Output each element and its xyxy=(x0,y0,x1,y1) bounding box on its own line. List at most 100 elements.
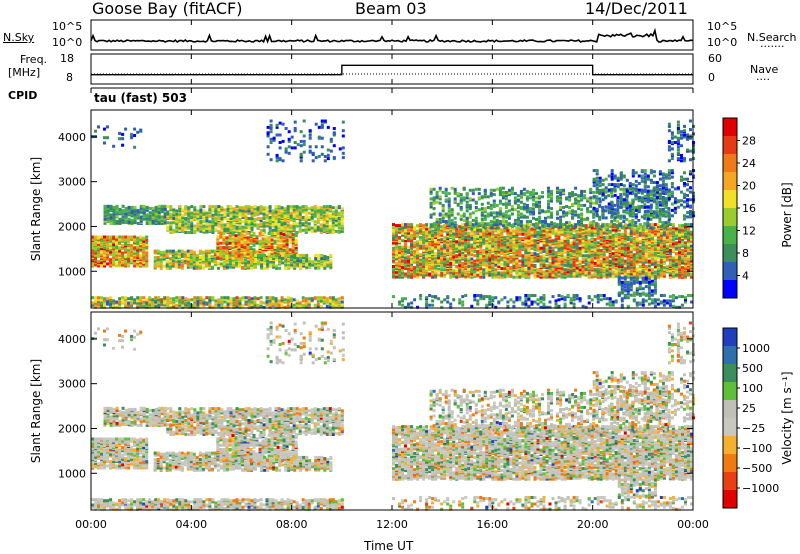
power-cell-1271 xyxy=(217,261,220,264)
power-cell-1887 xyxy=(269,205,272,208)
power-cell-2911 xyxy=(321,153,324,156)
power-cell-1616 xyxy=(211,220,214,223)
power-cell-229 xyxy=(211,296,214,299)
power-cell-2146 xyxy=(323,205,326,208)
power-cell-2528 xyxy=(274,240,277,243)
power-cell-391 xyxy=(302,296,305,299)
power-cell-1062 xyxy=(154,250,157,253)
power-cell-2701 xyxy=(281,261,284,264)
power-cell-1754 xyxy=(242,226,245,229)
power-cell-1602 xyxy=(208,215,211,218)
power-cell-1795 xyxy=(251,227,254,230)
power-cell-2861 xyxy=(282,159,285,162)
power-cell-1926 xyxy=(278,218,281,221)
power-cell-2613 xyxy=(292,245,295,248)
power-cell-2918 xyxy=(321,120,324,123)
power-cell-635 xyxy=(115,236,118,239)
power-cell-2009 xyxy=(293,222,296,225)
power-cell-2227 xyxy=(341,221,344,224)
power-cell-875 xyxy=(113,206,116,209)
power-cell-2758 xyxy=(302,259,305,262)
power-cell-1908 xyxy=(275,226,278,229)
power-cell-619 xyxy=(115,262,118,265)
power-cell-657 xyxy=(121,261,124,264)
power-cell-1511 xyxy=(187,206,190,209)
power-cell-1276 xyxy=(220,263,223,266)
power-cell-2650 xyxy=(257,254,260,257)
power-cell-18 xyxy=(100,302,103,305)
power-cell-2946 xyxy=(94,130,97,133)
power-cell-2900 xyxy=(309,129,312,132)
power-cell-1844 xyxy=(260,205,263,208)
power-cell-2150 xyxy=(326,228,329,231)
power-cell-1438 xyxy=(172,217,175,220)
power-cell-213 xyxy=(202,298,205,301)
power-cell-1839 xyxy=(260,217,263,220)
power-cell-82 xyxy=(136,296,139,299)
power-cell-603 xyxy=(112,254,115,257)
power-cell-120 xyxy=(157,304,160,307)
power-cell-2045 xyxy=(302,222,305,225)
power-cell-1481 xyxy=(181,208,184,211)
power-cell-52 xyxy=(121,299,124,302)
power-cell-2635 xyxy=(295,232,298,235)
power-cell-1434 xyxy=(172,229,175,232)
power-cell-888 xyxy=(119,218,122,221)
power-cell-2329 xyxy=(235,242,238,245)
power-cell-2299 xyxy=(229,246,232,249)
power-cell-294 xyxy=(245,301,248,304)
power-cell-1836 xyxy=(260,222,263,225)
power-cell-2952 xyxy=(106,125,109,128)
power-cell-1660 xyxy=(220,217,223,220)
power-cell-2919 xyxy=(324,159,327,162)
power-cell-1630 xyxy=(214,217,217,220)
power-cell-2808 xyxy=(320,254,323,257)
power-cell-529 xyxy=(100,251,103,254)
power-cell-20 xyxy=(100,296,103,299)
power-cell-960 xyxy=(143,218,146,221)
power-cell-1037 xyxy=(161,205,164,208)
power-cell-1865 xyxy=(266,219,269,222)
power-cell-352 xyxy=(278,299,281,302)
power-cell-2822 xyxy=(326,256,329,259)
power-cell-1993 xyxy=(290,225,293,228)
power-cell-1714 xyxy=(233,227,236,230)
power-cell-2406 xyxy=(250,246,253,249)
power-cell-2013 xyxy=(293,215,296,218)
power-cell-1566 xyxy=(199,208,202,211)
power-cell-1544 xyxy=(196,220,199,223)
power-cell-2916 xyxy=(321,124,324,127)
power-cell-2040 xyxy=(299,211,302,214)
power-cell-1722 xyxy=(233,207,236,210)
power-cell-1580 xyxy=(202,205,205,208)
power-cell-1500 xyxy=(187,220,190,223)
power-cell-1121 xyxy=(172,250,175,253)
power-cell-1322 xyxy=(232,264,235,267)
power-cell-1250 xyxy=(211,266,214,269)
power-cell-1451 xyxy=(175,218,178,221)
power-cell-2909 xyxy=(318,136,321,139)
power-cell-1744 xyxy=(239,218,242,221)
power-cell-398 xyxy=(305,297,308,300)
power-cell-1257 xyxy=(211,250,214,253)
power-cell-505 xyxy=(97,260,100,263)
power-cell-550 xyxy=(103,246,106,249)
power-cell-2283 xyxy=(225,255,228,258)
power-cell-2920 xyxy=(324,155,327,158)
power-cell-520 xyxy=(97,236,100,239)
power-cell-1787 xyxy=(248,217,251,220)
power-cell-2397 xyxy=(247,232,250,235)
power-cell-2075 xyxy=(308,226,311,229)
power-cell-2512 xyxy=(271,243,274,246)
power-cell-1171 xyxy=(187,250,190,253)
power-cell-2688 xyxy=(272,255,275,258)
power-cell-2123 xyxy=(320,223,323,226)
power-cell-802 xyxy=(142,251,145,254)
power-cell-1727 xyxy=(236,226,239,229)
power-cell-2113 xyxy=(317,215,320,218)
power-cell-1539 xyxy=(193,206,196,209)
power-cell-1825 xyxy=(257,217,260,220)
power-cell-916 xyxy=(128,218,131,221)
power-cell-1123 xyxy=(175,264,178,267)
power-cell-1608 xyxy=(208,205,211,208)
